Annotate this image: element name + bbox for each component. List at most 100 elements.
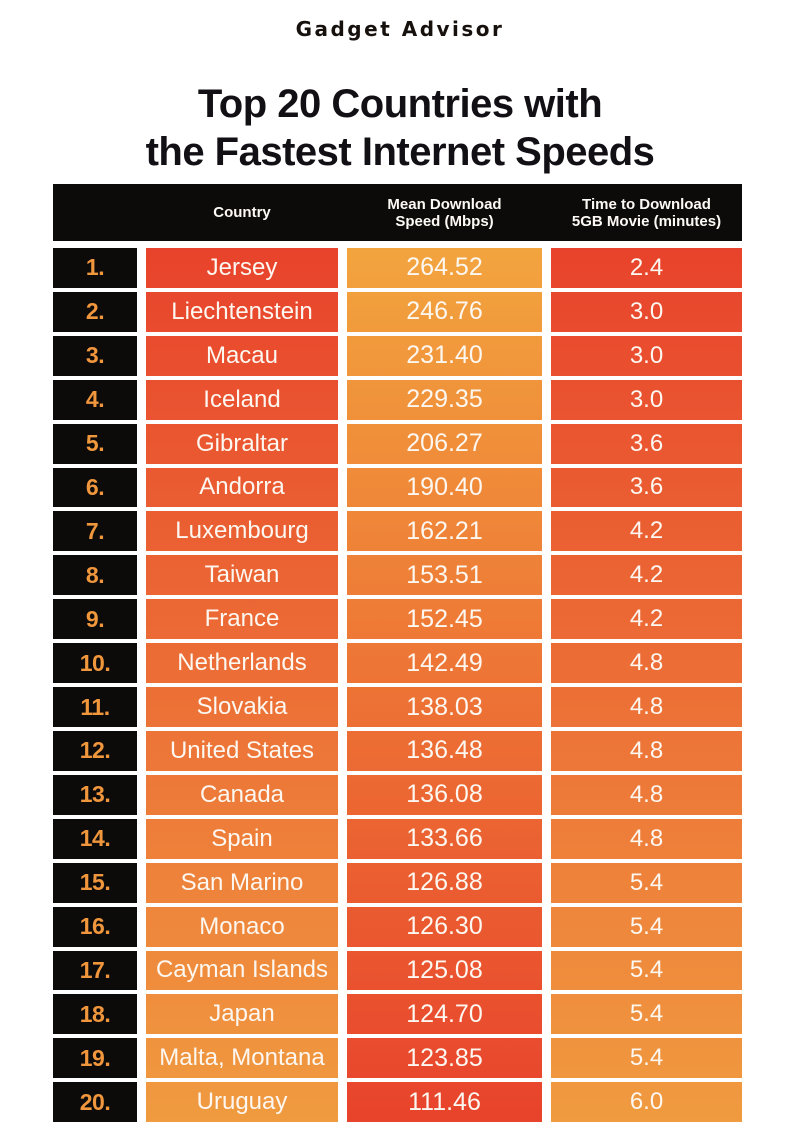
time-cell: 2.4: [629, 253, 664, 281]
speed-cell: 125.08: [406, 955, 483, 984]
country-cell: Macau: [205, 341, 279, 369]
rank-cell: 15.: [79, 869, 111, 896]
row-separator: [146, 595, 338, 600]
speed-cell: 136.48: [406, 736, 483, 765]
row-separator: [146, 551, 338, 556]
time-column: 2.4 3.0 3.0 3.0 3.6 3.6 4.2 4.2 4.2 4.8 4.8 4.8 4.8 4…: [551, 248, 742, 1122]
row-separator: [146, 990, 338, 995]
row-separator: [551, 858, 742, 863]
country-cell: France: [204, 605, 280, 633]
row-separator: [53, 1034, 137, 1039]
country-column: Jersey Liechtenstein Macau Iceland Gibraltar…: [146, 248, 338, 1122]
row-separator: [146, 726, 338, 731]
row-separator: [53, 814, 137, 819]
row-separator: [146, 1078, 338, 1083]
row-separator: [551, 287, 742, 292]
rank-cell: 1.: [85, 254, 105, 281]
speed-cell: 133.66: [406, 824, 483, 853]
speed-cell: 246.76: [406, 297, 483, 326]
time-cell: 3.6: [629, 473, 664, 501]
row-separator: [551, 375, 742, 380]
row-separator: [347, 595, 542, 600]
rank-cell: 4.: [85, 386, 105, 413]
table-header: Country Mean Download Speed (Mbps) Time …: [53, 184, 742, 241]
time-cell: 4.2: [629, 517, 664, 545]
country-cell: Canada: [199, 780, 285, 808]
time-cell: 4.8: [629, 736, 664, 764]
row-separator: [146, 902, 338, 907]
row-separator: [551, 1034, 742, 1039]
rank-column: 1. 2. 3. 4. 5. 6. 7. 8. 9. 10. 11. 12. 13. 14. 15. 16. 1…: [53, 248, 137, 1122]
row-separator: [551, 814, 742, 819]
row-separator: [146, 507, 338, 512]
row-separator: [53, 639, 137, 644]
time-cell: 4.8: [629, 649, 664, 677]
time-cell: 4.8: [629, 824, 664, 852]
title-line-2: the Fastest Internet Speeds: [145, 130, 655, 174]
country-cell: Uruguay: [196, 1088, 288, 1116]
country-cell: Taiwan: [204, 561, 280, 589]
rank-cell: 13.: [79, 781, 111, 808]
row-separator: [347, 1034, 542, 1039]
row-separator: [347, 1078, 542, 1083]
rank-cell: 17.: [79, 956, 111, 983]
time-cell: 5.4: [629, 1044, 664, 1072]
speed-cell: 229.35: [406, 385, 483, 414]
country-cell: Spain: [211, 824, 273, 852]
title-line-1: Top 20 Countries with: [197, 82, 603, 126]
row-separator: [347, 419, 542, 424]
time-cell: 4.2: [629, 605, 664, 633]
row-separator: [146, 463, 338, 468]
row-separator: [53, 463, 137, 468]
rank-cell: 5.: [85, 430, 105, 457]
row-separator: [551, 419, 742, 424]
page-title: Top 20 Countries with the Fastest Intern…: [0, 80, 800, 176]
row-separator: [551, 946, 742, 951]
rank-cell: 12.: [79, 737, 111, 764]
country-cell: Liechtenstein: [171, 297, 313, 325]
row-separator: [347, 507, 542, 512]
row-separator: [347, 463, 542, 468]
header-speed-line-2: Speed (Mbps): [395, 212, 494, 230]
time-cell: 3.0: [629, 297, 664, 325]
row-separator: [53, 419, 137, 424]
country-cell: Cayman Islands: [155, 956, 329, 984]
row-separator: [53, 331, 137, 336]
speed-cell: 142.49: [406, 648, 483, 677]
row-separator: [53, 375, 137, 380]
time-cell: 3.0: [629, 385, 664, 413]
row-separator: [347, 990, 542, 995]
speed-cell: 231.40: [406, 341, 483, 370]
rank-cell: 14.: [79, 825, 111, 852]
row-separator: [347, 287, 542, 292]
row-separator: [53, 595, 137, 600]
row-separator: [146, 946, 338, 951]
row-separator: [551, 902, 742, 907]
speed-cell: 152.45: [406, 604, 483, 633]
row-separator: [347, 639, 542, 644]
time-cell: 3.6: [629, 429, 664, 457]
row-separator: [347, 726, 542, 731]
row-separator: [347, 551, 542, 556]
row-separator: [53, 770, 137, 775]
country-cell: Iceland: [203, 385, 281, 413]
row-separator: [551, 770, 742, 775]
country-cell: Andorra: [199, 473, 285, 501]
speed-cell: 126.88: [406, 868, 483, 897]
country-cell: Jersey: [206, 253, 278, 281]
country-cell: Monaco: [199, 912, 285, 940]
row-separator: [146, 287, 338, 292]
row-separator: [551, 507, 742, 512]
speed-cell: 124.70: [406, 999, 483, 1028]
row-separator: [146, 683, 338, 688]
country-cell: Luxembourg: [175, 517, 309, 545]
row-separator: [146, 858, 338, 863]
time-cell: 5.4: [629, 868, 664, 896]
row-separator: [551, 1078, 742, 1083]
row-separator: [551, 463, 742, 468]
row-separator: [53, 902, 137, 907]
rank-cell: 2.: [85, 298, 105, 325]
speed-cell: 264.52: [406, 253, 483, 282]
rank-cell: 18.: [79, 1000, 111, 1027]
header-country: Country: [213, 204, 271, 221]
